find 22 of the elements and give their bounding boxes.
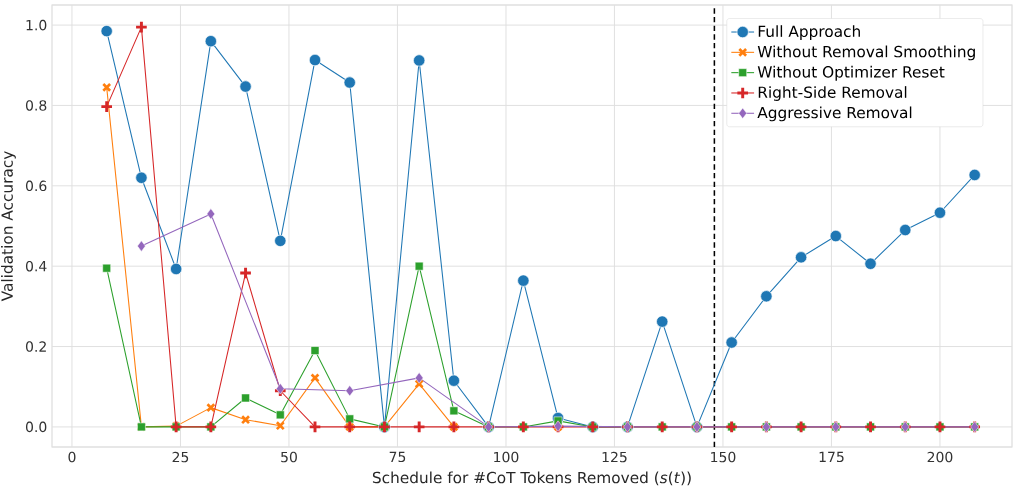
- legend-label: Without Removal Smoothing: [757, 45, 975, 61]
- x-axis-title: Schedule for #CoT Tokens Removed (s(t)): [372, 471, 691, 486]
- y-tick-label: 0.8: [25, 100, 47, 111]
- y-axis-title: Validation Accuracy: [1, 151, 16, 302]
- y-tick-label: 0.4: [25, 260, 47, 272]
- y-tick-label: 0.2: [25, 341, 46, 352]
- legend-label: Without Optimizer Reset: [757, 65, 945, 81]
- x-tick-label: 125: [602, 451, 627, 463]
- x-tick-label: 75: [389, 451, 406, 463]
- legend-label: Right-Side Removal: [758, 86, 907, 101]
- x-tick-label: 25: [172, 451, 189, 463]
- x-tick-label: 150: [711, 451, 736, 463]
- legend-label: Aggressive Removal: [757, 106, 912, 122]
- legend-label: Full Approach: [758, 25, 860, 41]
- x-tick-label: 175: [819, 451, 844, 463]
- x-tick-label: 100: [494, 451, 519, 463]
- y-tick-label: 0.0: [25, 421, 47, 433]
- x-tick-label: 0: [68, 451, 76, 463]
- x-tick-label: 50: [281, 451, 297, 463]
- x-tick-label: 200: [927, 451, 953, 463]
- y-tick-label: 0.6: [25, 180, 47, 192]
- y-tick-label: 1.0: [26, 19, 47, 31]
